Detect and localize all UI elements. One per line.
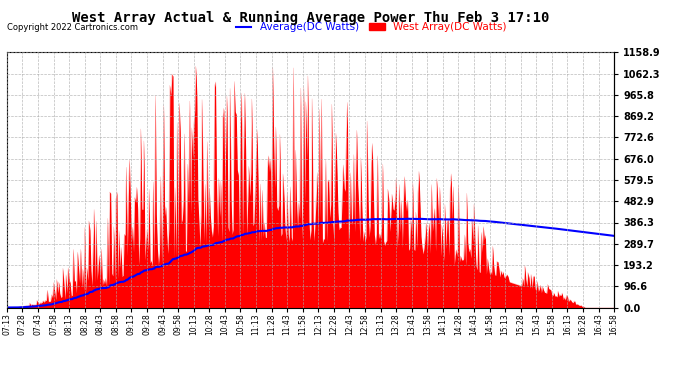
- Text: West Array Actual & Running Average Power Thu Feb 3 17:10: West Array Actual & Running Average Powe…: [72, 11, 549, 26]
- Legend: Average(DC Watts), West Array(DC Watts): Average(DC Watts), West Array(DC Watts): [232, 18, 511, 36]
- Text: Copyright 2022 Cartronics.com: Copyright 2022 Cartronics.com: [7, 23, 138, 32]
